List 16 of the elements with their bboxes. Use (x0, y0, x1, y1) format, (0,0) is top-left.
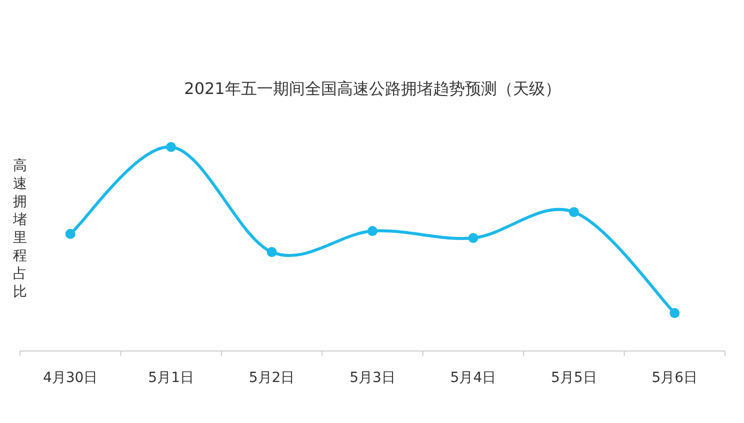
x-tick-label: 5月6日 (652, 370, 698, 386)
x-tick-label: 5月3日 (350, 370, 396, 386)
x-tick-label: 5月5日 (551, 370, 597, 386)
x-tick-label: 5月4日 (450, 370, 496, 386)
x-tick-label: 4月30日 (42, 370, 98, 386)
x-tick-label: 5月1日 (148, 370, 194, 386)
point (166, 142, 176, 152)
x-tick-label: 5月2日 (248, 370, 295, 386)
point (368, 226, 378, 236)
point (266, 247, 277, 258)
point (568, 207, 579, 218)
y-axis-title: 高速拥堵里程占比 (12, 158, 27, 300)
point (468, 232, 478, 243)
point (670, 308, 680, 318)
point (65, 228, 76, 239)
chart-title: 2021年五一期间全国高速公路拥堵趋势预测（天级） (184, 79, 561, 98)
